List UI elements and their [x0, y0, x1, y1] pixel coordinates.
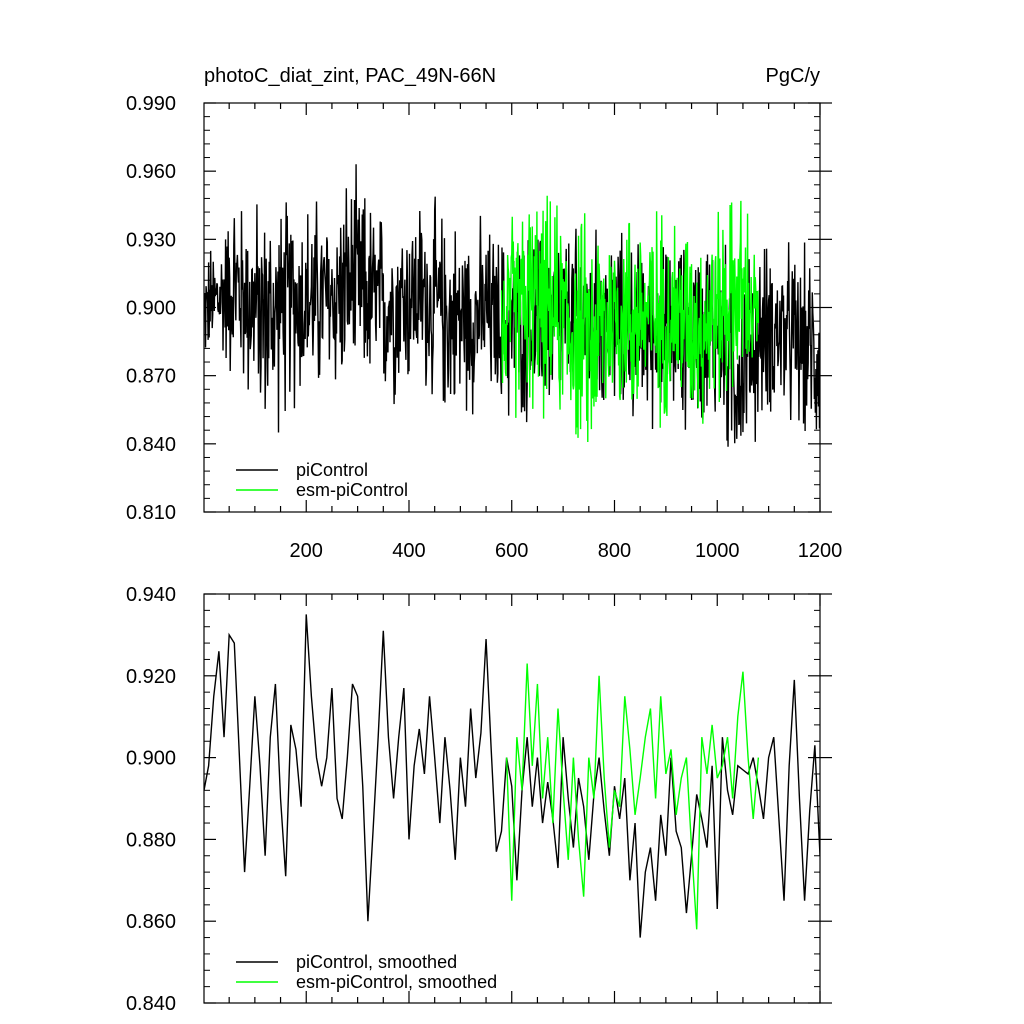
bottom-series-line-1: [505, 663, 760, 930]
panel-top-title: photoC_diat_zint, PAC_49N-66N: [204, 65, 496, 87]
panel-top-legend: piControl esm-piControl: [236, 460, 408, 500]
bottom-ytick-label: 0.880: [126, 829, 176, 851]
top-series-line-1: [500, 195, 760, 442]
top-xtick-label: 400: [392, 540, 425, 562]
bottom-ytick-label: 0.840: [126, 993, 176, 1015]
panel-top-units: PgC/y: [766, 65, 820, 87]
top-ytick-label: 0.900: [126, 298, 176, 320]
top-xtick-label: 200: [290, 540, 323, 562]
legend-label-picontrol-smoothed: piControl, smoothed: [296, 952, 457, 972]
top-xtick-label: 800: [598, 540, 631, 562]
bottom-ytick-label: 0.900: [126, 748, 176, 770]
top-ytick-label: 0.870: [126, 366, 176, 388]
panel-top-series: [204, 164, 820, 447]
panel-top-axes: 0.810 0.840 0.870 0.900 0.930 0.960 0.990 200 40…: [126, 93, 842, 562]
top-xtick-label: 1200: [798, 540, 843, 562]
bottom-ytick-label: 0.860: [126, 911, 176, 933]
top-xtick-label: 600: [495, 540, 528, 562]
bottom-ytick-label: 0.920: [126, 666, 176, 688]
panel-top: photoC_diat_zint, PAC_49N-66N PgC/y 0.81…: [126, 65, 842, 562]
panel-bottom-legend: piControl, smoothed esm-piControl, smoot…: [236, 952, 497, 992]
legend-label-picontrol: piControl: [296, 460, 368, 480]
top-ytick-label: 0.960: [126, 161, 176, 183]
panel-bottom: 0.840 0.860 0.880 0.900 0.920 0.940 piControl…: [126, 584, 832, 1015]
top-xtick-label: 1000: [695, 540, 740, 562]
top-ytick-label: 0.810: [126, 502, 176, 524]
panel-bottom-axes: 0.840 0.860 0.880 0.900 0.920 0.940: [126, 584, 832, 1015]
top-ytick-label: 0.930: [126, 229, 176, 251]
top-ytick-label: 0.840: [126, 434, 176, 456]
bottom-ytick-label: 0.940: [126, 584, 176, 606]
top-ytick-label: 0.990: [126, 93, 176, 115]
panel-bottom-series: [204, 614, 820, 938]
bottom-series-line-0: [204, 614, 820, 938]
legend-label-esm-picontrol: esm-piControl: [296, 480, 408, 500]
legend-label-esm-picontrol-smoothed: esm-piControl, smoothed: [296, 972, 497, 992]
